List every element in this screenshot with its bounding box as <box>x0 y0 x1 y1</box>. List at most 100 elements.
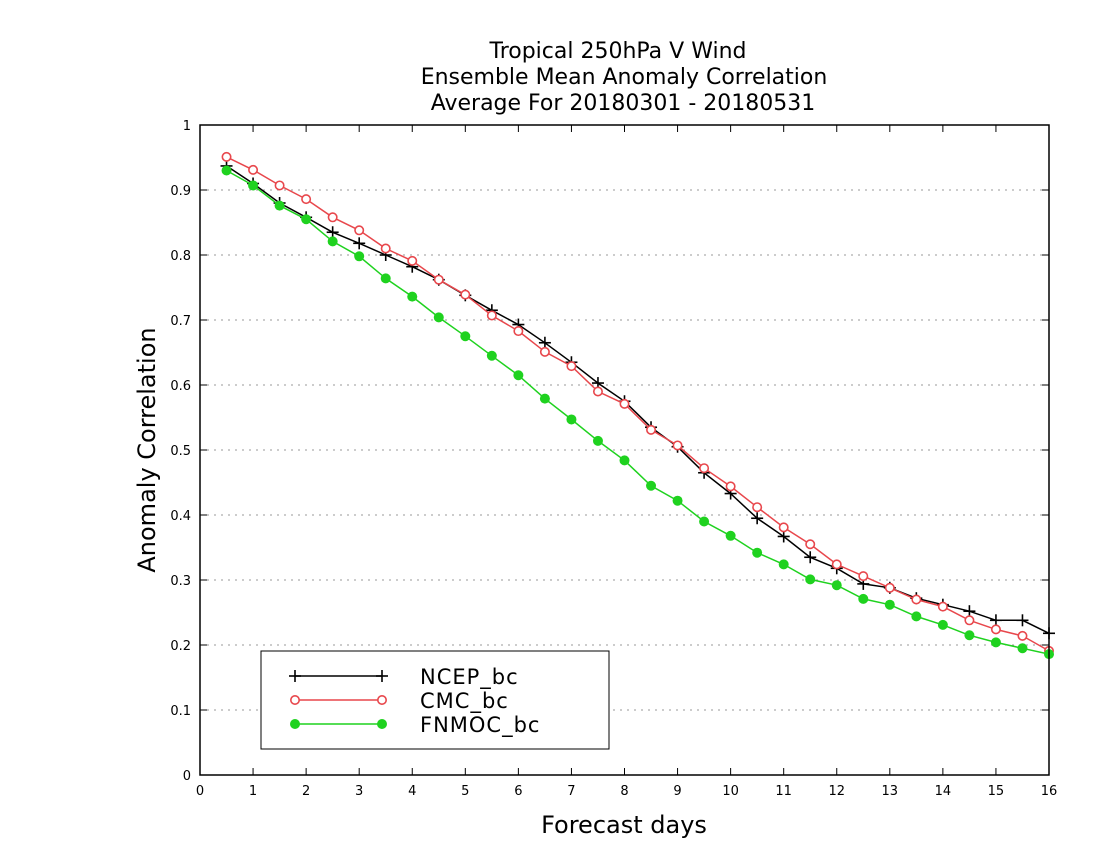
cmc-bc-point <box>805 539 816 550</box>
cmc-bc-point <box>884 582 895 593</box>
fnmoc-bc-point <box>248 180 259 191</box>
ncep-bc-point <box>538 336 551 349</box>
cmc-bc-point <box>433 274 444 285</box>
y-tick-label: 0.8 <box>170 249 191 264</box>
fnmoc-bc-point <box>354 251 365 262</box>
ncep-bc-point <box>326 226 339 239</box>
legend-entry-fnmoc-bc: FNMOC_bc <box>290 713 540 738</box>
ncep-bc-point <box>751 512 764 525</box>
fnmoc-bc-point <box>778 559 789 570</box>
fnmoc-bc-point <box>433 312 444 323</box>
x-tick-label: 12 <box>828 784 845 799</box>
chart-title-line-3: Average For 20180301 - 20180531 <box>431 91 816 116</box>
x-axis-label: Forecast days <box>541 811 707 839</box>
fnmoc-bc-point <box>380 273 391 284</box>
legend-label-cmc-bc: CMC_bc <box>420 689 509 714</box>
cmc-bc-point <box>831 559 842 570</box>
x-tick-label: 5 <box>461 784 469 799</box>
ncep-bc-point <box>353 237 366 250</box>
chart-title-line-1: Tropical 250hPa V Wind <box>488 39 746 64</box>
x-tick-label: 14 <box>935 784 952 799</box>
cmc-bc-point <box>221 151 232 162</box>
x-tick-label: 10 <box>722 784 739 799</box>
fnmoc-bc-point <box>858 593 869 604</box>
fnmoc-bc-point <box>752 547 763 558</box>
legend-fnmoc-bc-start-point <box>290 719 300 729</box>
ncep-bc-point <box>777 530 790 543</box>
y-tick-label: 0.1 <box>170 704 191 719</box>
legend-entry-ncep-bc: NCEP_bc <box>289 665 519 690</box>
cmc-bc-point <box>248 164 259 175</box>
plot-frame <box>199 124 1050 776</box>
fnmoc-bc-point <box>592 435 603 446</box>
legend-cmc-bc-end-point <box>376 694 387 705</box>
tick-labels: 00.10.20.30.40.50.60.70.80.910 1 2 3 4 5 6 7 8 9 1… <box>170 119 1057 799</box>
ncep-bc-point <box>804 551 817 564</box>
cmc-bc-point <box>752 502 763 513</box>
cmc-bc-point <box>911 594 922 605</box>
cmc-bc-point <box>858 571 869 582</box>
y-tick-label: 0.9 <box>170 184 191 199</box>
fnmoc-bc-point <box>990 637 1001 648</box>
legend-label-ncep-bc: NCEP_bc <box>420 665 519 690</box>
cmc-bc-point <box>592 386 603 397</box>
cmc-bc-point <box>990 624 1001 635</box>
fnmoc-bc-point <box>274 200 285 211</box>
fnmoc-bc-point <box>1017 643 1028 654</box>
y-tick-label: 0 <box>183 769 191 784</box>
y-tick-label: 0.2 <box>170 639 191 654</box>
x-tick-label: 11 <box>775 784 792 799</box>
x-tick-label: 9 <box>673 784 681 799</box>
x-tick-label: 7 <box>567 784 575 799</box>
fnmoc-bc-point <box>884 599 895 610</box>
y-tick-label: 0.3 <box>170 574 191 589</box>
x-tick-label: 15 <box>988 784 1005 799</box>
cmc-bc-point <box>566 361 577 372</box>
fnmoc-bc-point <box>301 214 312 225</box>
fnmoc-bc-point <box>619 455 630 466</box>
fnmoc-bc-point <box>805 574 816 585</box>
cmc-bc-point <box>937 601 948 612</box>
y-tick-label: 1 <box>183 119 191 134</box>
ncep-bc-point <box>963 605 976 618</box>
cmc-bc-point <box>354 225 365 236</box>
cmc-bc-point <box>274 180 285 191</box>
x-tick-label: 1 <box>249 784 257 799</box>
x-tick-label: 0 <box>196 784 204 799</box>
x-tick-label: 8 <box>620 784 628 799</box>
cmc-bc-point <box>486 310 497 321</box>
fnmoc-bc-point <box>646 480 657 491</box>
cmc-bc-point <box>513 326 524 337</box>
axis-ticks <box>199 124 1050 776</box>
y-tick-label: 0.6 <box>170 379 191 394</box>
y-axis-label: Anomaly Correlation <box>133 327 161 572</box>
fnmoc-bc-point <box>911 611 922 622</box>
cmc-bc-point <box>964 615 975 626</box>
y-tick-label: 0.7 <box>170 314 191 329</box>
cmc-bc-point <box>539 346 550 357</box>
series-line-ncep-bc <box>226 165 1050 634</box>
fnmoc-bc-point <box>725 530 736 541</box>
legend-ncep-bc-start-point <box>289 670 301 682</box>
fnmoc-bc-point <box>221 165 232 176</box>
cmc-bc-point <box>699 463 710 474</box>
fnmoc-bc-point <box>964 630 975 641</box>
x-tick-label: 6 <box>514 784 522 799</box>
fnmoc-bc-point <box>327 236 338 247</box>
fnmoc-bc-point <box>460 331 471 342</box>
fnmoc-bc-point <box>486 350 497 361</box>
x-tick-label: 16 <box>1041 784 1058 799</box>
cmc-bc-point <box>646 424 657 435</box>
cmc-bc-point <box>380 243 391 254</box>
ncep-bc-point <box>989 614 1002 627</box>
chart-title-line-2: Ensemble Mean Anomaly Correlation <box>421 65 828 90</box>
fnmoc-bc-point <box>566 414 577 425</box>
cmc-bc-point <box>1017 630 1028 641</box>
x-tick-label: 13 <box>882 784 899 799</box>
x-tick-label: 2 <box>302 784 310 799</box>
legend-label-fnmoc-bc: FNMOC_bc <box>420 713 540 738</box>
legend-cmc-bc-start-point <box>289 694 300 705</box>
y-tick-label: 0.5 <box>170 444 191 459</box>
